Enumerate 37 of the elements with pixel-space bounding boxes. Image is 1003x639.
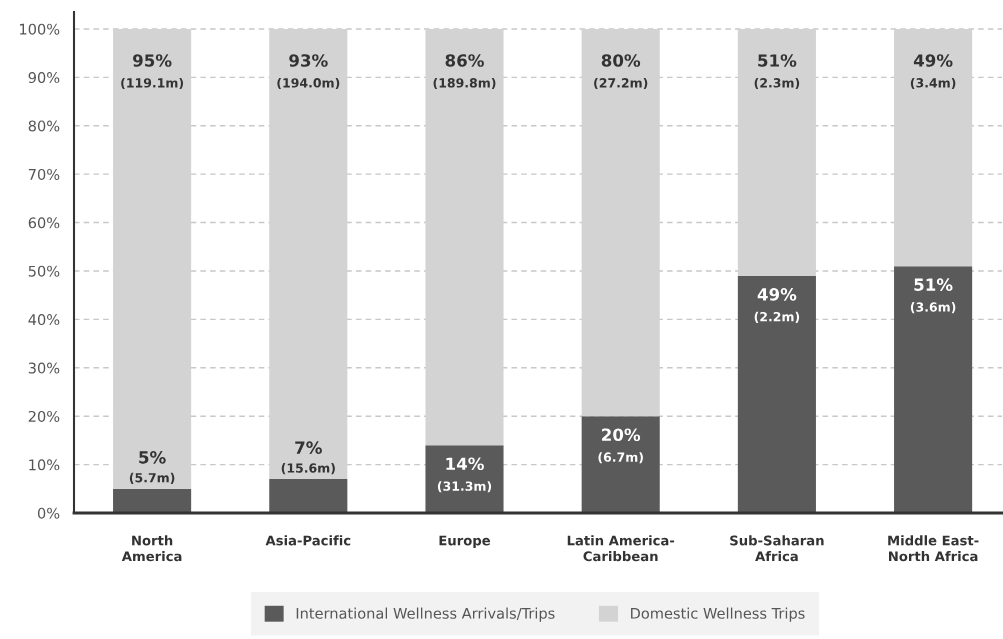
legend-label: Domestic Wellness Trips bbox=[631, 607, 805, 622]
y-tick-label: 80% bbox=[28, 120, 60, 132]
y-tick-label: 20% bbox=[28, 410, 60, 422]
data-label: 95% (119.1m) bbox=[121, 54, 184, 90]
bar bbox=[113, 488, 192, 513]
data-label: 49% (3.4m) bbox=[910, 54, 956, 90]
bar bbox=[581, 416, 660, 513]
data-label: 51% (2.3m) bbox=[754, 54, 800, 90]
y-tick-label: 0% bbox=[37, 507, 60, 519]
data-label: 49% (2.2m) bbox=[754, 288, 800, 323]
x-tick-label: Asia-Pacific bbox=[265, 535, 351, 546]
y-tick-label: 90% bbox=[28, 72, 60, 84]
x-tick-label: Latin America- Caribbean bbox=[567, 535, 675, 562]
x-tick-label: North America bbox=[121, 535, 182, 562]
data-label: 14% (31.3m) bbox=[437, 457, 492, 493]
data-label: 51% (3.6m) bbox=[910, 278, 956, 314]
bar bbox=[425, 445, 504, 513]
bar bbox=[737, 275, 816, 513]
data-label: 20% (6.7m) bbox=[598, 428, 643, 464]
data-label: 80% (27.2m) bbox=[594, 54, 648, 90]
bar bbox=[894, 266, 973, 513]
data-label: 5% (5.7m) bbox=[129, 451, 175, 484]
x-tick-label: Sub-Saharan Africa bbox=[730, 535, 824, 562]
y-tick-label: 50% bbox=[28, 265, 60, 277]
y-tick-label: 70% bbox=[28, 168, 60, 180]
data-label: 7% (15.6m) bbox=[281, 441, 335, 475]
data-label: 93% (194.0m) bbox=[277, 54, 340, 90]
data-label: 86% (189.8m) bbox=[433, 54, 496, 90]
x-tick-label: Europe bbox=[439, 535, 491, 548]
bar bbox=[269, 479, 348, 513]
x-tick-label: Middle East- North Africa bbox=[888, 535, 979, 562]
legend-label: International Wellness Arrivals/Trips bbox=[296, 607, 555, 622]
y-tick-label: 10% bbox=[29, 459, 60, 471]
y-tick-label: 40% bbox=[28, 314, 60, 326]
y-tick-label: 60% bbox=[28, 217, 60, 229]
y-tick-label: 100% bbox=[20, 23, 60, 35]
y-tick-label: 30% bbox=[28, 362, 60, 374]
